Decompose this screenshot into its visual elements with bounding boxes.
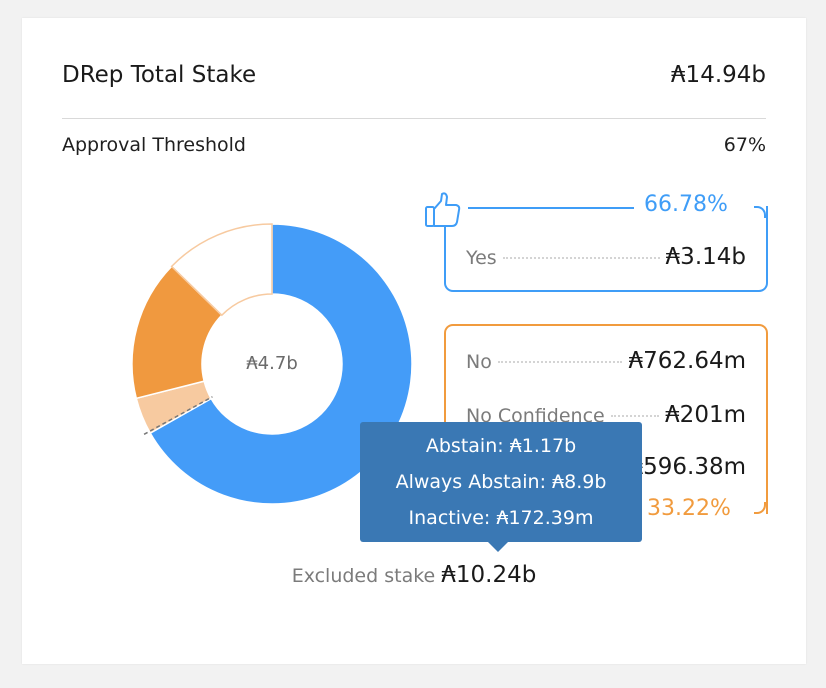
total-stake-value: ₳14.94b <box>670 62 766 88</box>
approval-threshold-label: Approval Threshold <box>62 134 246 156</box>
approval-threshold-row: Approval Threshold 67% <box>62 134 766 156</box>
donut-segment-yes[interactable] <box>149 223 413 505</box>
no-extra-value: ₳596.38m <box>628 454 746 480</box>
yes-value: ₳3.14b <box>665 244 746 270</box>
stake-donut-chart[interactable] <box>122 214 422 514</box>
yes-percent: 66.78% <box>644 192 728 217</box>
tooltip-always-abstain: Always Abstain: ₳8.9b <box>395 471 607 493</box>
donut-segment-abstain[interactable] <box>170 223 273 317</box>
tooltip-inactive: Inactive: ₳172.39m <box>408 507 594 529</box>
yes-row: Yes ₳3.14b <box>466 244 746 270</box>
card-title: DRep Total Stake <box>62 62 257 88</box>
threshold-marker-line <box>143 396 213 435</box>
tooltip-arrow <box>488 542 508 552</box>
total-stake-row: DRep Total Stake ₳14.94b <box>62 62 766 88</box>
yes-box <box>444 206 768 292</box>
abstain-tooltip: Abstain: ₳1.17b Always Abstain: ₳8.9b In… <box>360 422 642 542</box>
thumbs-up-icon <box>424 190 468 230</box>
yes-label: Yes <box>466 247 497 269</box>
no-confidence-label: No Confidence <box>466 405 605 427</box>
no-box <box>444 324 768 514</box>
no-confidence-value: ₳201m <box>665 402 746 428</box>
dotted-leader <box>610 415 660 417</box>
excluded-stake-label: Excluded stake <box>291 565 436 587</box>
yes-box-corner <box>754 206 766 218</box>
dotted-leader <box>502 257 660 259</box>
excluded-stake-value: ₳10.24b <box>441 562 537 588</box>
no-confidence-row: No Confidence ₳201m <box>466 402 746 428</box>
no-extra-row: ₳596.38m <box>466 454 746 480</box>
approval-threshold-value: 67% <box>723 134 766 156</box>
no-value: ₳762.64m <box>628 348 746 374</box>
divider <box>62 118 766 119</box>
no-percent: 33.22% <box>647 496 731 521</box>
no-label: No <box>466 351 492 373</box>
tooltip-abstain: Abstain: ₳1.17b <box>425 435 577 457</box>
no-box-corner <box>754 502 766 514</box>
excluded-stake-row: Excluded stake ₳10.24b <box>22 562 806 588</box>
yes-connector-line <box>468 207 634 209</box>
donut-center-value: ₳4.7b <box>246 353 298 374</box>
no-row: No ₳762.64m <box>466 348 746 374</box>
dotted-leader <box>497 361 623 363</box>
drep-stake-card: DRep Total Stake ₳14.94b Approval Thresh… <box>22 18 806 664</box>
